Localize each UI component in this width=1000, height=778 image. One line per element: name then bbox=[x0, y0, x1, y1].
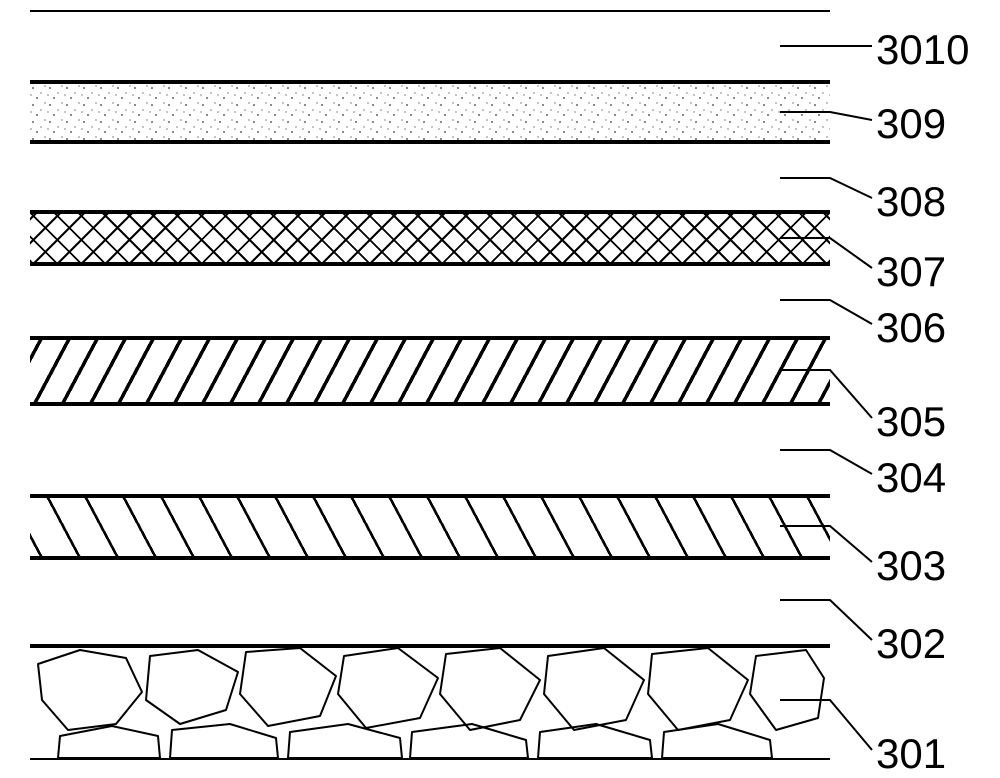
layer-304 bbox=[30, 404, 830, 496]
layer-3010 bbox=[30, 10, 830, 82]
layer-303-hatch bbox=[30, 498, 830, 556]
label-308: 308 bbox=[876, 178, 946, 226]
layer-309 bbox=[30, 82, 830, 142]
layer-308 bbox=[30, 142, 830, 212]
layer-305 bbox=[30, 338, 830, 404]
layer-301 bbox=[30, 646, 830, 760]
layer-303 bbox=[30, 496, 830, 558]
layer-307 bbox=[30, 212, 830, 264]
label-304: 304 bbox=[876, 454, 946, 502]
layer-302 bbox=[30, 558, 830, 646]
label-302: 302 bbox=[876, 620, 946, 668]
label-305: 305 bbox=[876, 398, 946, 446]
label-3010: 3010 bbox=[876, 26, 969, 74]
label-301: 301 bbox=[876, 730, 946, 778]
label-307: 307 bbox=[876, 248, 946, 296]
layer-305-hatch bbox=[30, 340, 830, 402]
label-303: 303 bbox=[876, 542, 946, 590]
layer-306 bbox=[30, 264, 830, 338]
label-306: 306 bbox=[876, 304, 946, 352]
diagram-stage: 3010 309 308 307 306 305 304 303 302 301 bbox=[0, 0, 1000, 778]
label-309: 309 bbox=[876, 100, 946, 148]
